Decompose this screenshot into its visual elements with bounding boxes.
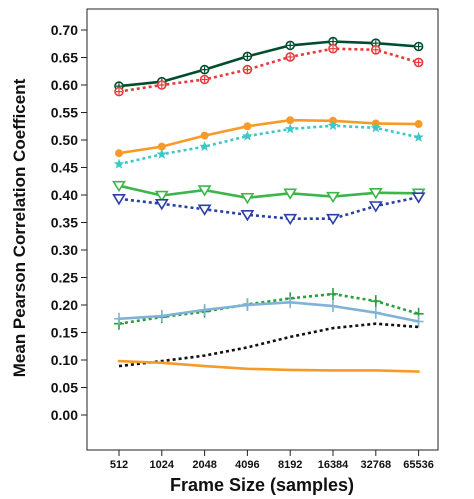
data-point xyxy=(154,190,169,203)
plot-frame xyxy=(86,8,439,451)
series-line xyxy=(117,300,420,323)
x-tick-label: 65536 xyxy=(403,459,434,471)
data-point xyxy=(285,40,296,51)
data-point xyxy=(370,306,381,319)
series-layer xyxy=(112,36,426,373)
series-line xyxy=(118,292,419,325)
data-point xyxy=(112,194,126,206)
data-point xyxy=(242,130,253,141)
data-point xyxy=(370,44,381,55)
series-2 xyxy=(114,43,424,97)
data-point xyxy=(197,185,212,197)
data-point xyxy=(286,116,295,125)
data-point xyxy=(157,80,167,90)
data-point xyxy=(370,122,381,133)
data-point xyxy=(199,74,210,85)
data-point xyxy=(283,213,298,226)
series-line xyxy=(117,184,420,200)
data-point xyxy=(413,131,424,142)
series-line xyxy=(117,40,420,88)
data-point xyxy=(157,142,166,151)
data-point xyxy=(240,210,255,222)
x-tick-label: 512 xyxy=(110,459,128,471)
data-point xyxy=(413,315,424,328)
y-tick-label: 0.35 xyxy=(51,215,78,231)
data-point xyxy=(413,41,424,52)
data-point xyxy=(285,123,296,134)
x-tick-label: 4096 xyxy=(235,459,259,471)
data-point xyxy=(328,288,338,300)
data-point xyxy=(285,52,296,62)
y-tick-label: 0.25 xyxy=(51,270,78,286)
data-point xyxy=(115,149,123,158)
y-tick-label: 0.40 xyxy=(51,187,78,203)
data-point xyxy=(368,188,383,200)
data-point xyxy=(199,64,210,75)
data-point xyxy=(370,295,381,308)
data-point xyxy=(328,43,338,54)
data-point xyxy=(156,148,167,159)
series-line xyxy=(118,322,419,368)
data-point xyxy=(242,51,253,62)
x-axis-title: Frame Size (samples) xyxy=(170,475,354,495)
x-tick-label: 1024 xyxy=(150,459,175,471)
data-point xyxy=(414,120,423,129)
data-point xyxy=(199,141,210,151)
data-point xyxy=(197,204,212,216)
x-tick-label: 8192 xyxy=(278,459,302,471)
series-4 xyxy=(113,120,424,169)
y-tick-label: 0.45 xyxy=(51,160,78,176)
y-axis-title: Mean Pearson Correlation Coefficent xyxy=(10,78,29,377)
data-point xyxy=(113,158,125,169)
series-line xyxy=(117,118,420,155)
y-tick-label: 0.05 xyxy=(51,380,78,396)
data-point xyxy=(326,213,340,226)
data-point xyxy=(411,192,426,204)
series-8 xyxy=(114,296,424,328)
series-line xyxy=(118,124,419,166)
series-6 xyxy=(112,192,426,226)
data-point xyxy=(413,57,424,68)
series-line xyxy=(118,47,419,93)
series-9 xyxy=(118,322,419,368)
series-line xyxy=(118,195,419,220)
y-tick-label: 0.00 xyxy=(51,407,78,423)
y-tick-label: 0.60 xyxy=(51,77,78,93)
y-tick-label: 0.65 xyxy=(51,50,78,66)
y-tick-label: 0.55 xyxy=(51,105,78,121)
data-point xyxy=(242,64,253,75)
series-7 xyxy=(114,288,424,330)
y-tick-label: 0.15 xyxy=(51,325,78,341)
data-point xyxy=(114,86,124,97)
x-tick-label: 2048 xyxy=(192,459,216,471)
y-tick-label: 0.20 xyxy=(51,297,78,313)
y-tick-label: 0.10 xyxy=(51,352,78,368)
y-axis: 0.00 0.05 0.10 0.15 0.20 0.25 0.30 0.35 0.40 0.45… xyxy=(51,22,87,423)
data-point xyxy=(283,188,298,200)
data-point xyxy=(328,300,338,313)
x-tick-label: 32768 xyxy=(361,459,392,471)
y-tick-label: 0.70 xyxy=(51,22,78,38)
data-point xyxy=(200,131,209,140)
x-tick-label: 16384 xyxy=(318,459,349,471)
x-axis: 512 1024 2048 4096 8192 16384 32768 65536 xyxy=(110,450,434,471)
data-point xyxy=(285,296,296,309)
data-point xyxy=(240,192,255,205)
data-point xyxy=(368,201,383,213)
data-point xyxy=(327,120,339,131)
data-point xyxy=(154,199,169,211)
data-point xyxy=(112,180,126,193)
data-point xyxy=(242,299,253,311)
data-point xyxy=(156,310,167,322)
series-3 xyxy=(115,116,423,158)
data-point xyxy=(243,122,252,131)
data-point xyxy=(114,312,124,325)
data-point xyxy=(326,191,340,204)
y-tick-label: 0.50 xyxy=(51,132,78,148)
series-line xyxy=(117,359,420,373)
data-point xyxy=(199,303,210,316)
series-10 xyxy=(117,359,420,373)
y-tick-label: 0.30 xyxy=(51,242,78,258)
